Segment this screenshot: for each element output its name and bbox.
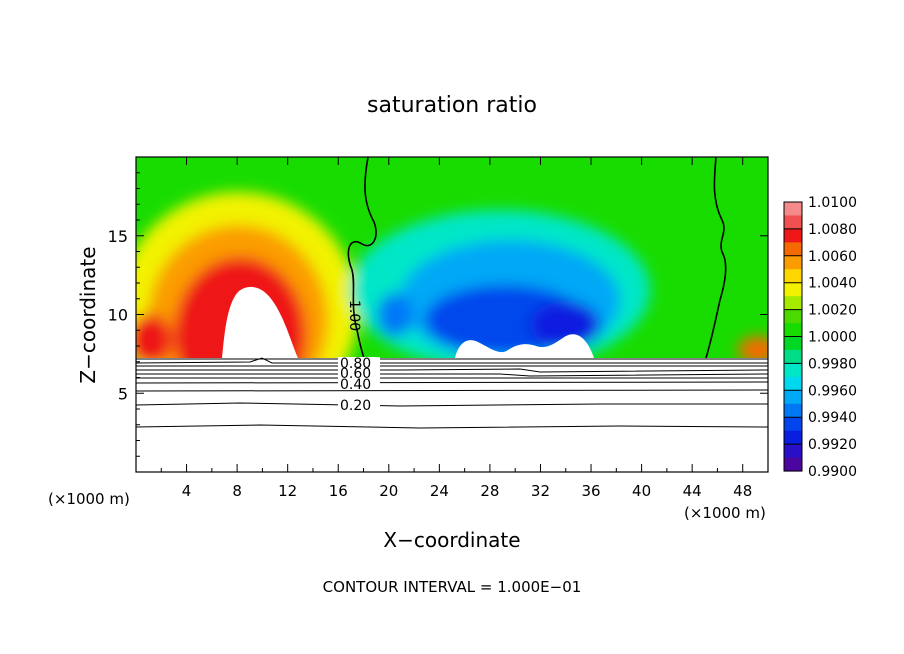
colorbar-swatch [784, 255, 802, 270]
x-tick-label: 16 [329, 482, 348, 500]
y-tick-label: 5 [118, 384, 128, 403]
contour-line [135, 357, 768, 364]
colorbar-tick-label: 0.9960 [808, 383, 857, 399]
lower-contours [135, 357, 769, 429]
contour-line [135, 389, 769, 392]
colorbar-swatch [784, 349, 802, 364]
x-tick-label: 12 [278, 482, 297, 500]
colorbar-tick-label: 1.0000 [808, 330, 857, 346]
colorbar: 1.0100 1.0080 1.0060 1.0040 1.0020 1.0000 0.99… [783, 195, 857, 480]
y-axis: 5 10 15 [108, 172, 768, 457]
y-tick-label: 15 [108, 227, 128, 246]
chart-title: saturation ratio [367, 93, 537, 118]
colorbar-swatch [784, 323, 802, 338]
x-axis-label: X−coordinate [383, 528, 520, 552]
colorbar-swatch [784, 417, 802, 432]
colorbar-swatch [784, 242, 802, 257]
x-tick-label: 40 [632, 482, 651, 500]
colorbar-swatch [784, 390, 802, 405]
contour-label-bg [338, 368, 380, 379]
x-tick-label: 36 [581, 482, 600, 500]
x-unit-left: (×1000 m) [48, 490, 130, 508]
x-tick-label: 48 [733, 482, 752, 500]
contour-line-1.00-right [705, 156, 727, 359]
colorbar-swatch [784, 376, 802, 391]
x-unit-right: (×1000 m) [684, 504, 766, 522]
colorbar-tick-label: 1.0040 [808, 276, 857, 292]
x-tick-label: 44 [683, 482, 702, 500]
saturated-region [222, 286, 298, 358]
colorbar-tick-label: 0.9920 [808, 437, 857, 453]
field-red-left [136, 314, 172, 358]
x-axis: 4 8 12 16 20 24 28 32 36 40 44 48 [160, 157, 752, 500]
colorbar-tick-label: 1.0100 [808, 195, 857, 211]
contour-label: 0.20 [340, 398, 371, 414]
colorbar-tick-label: 0.9940 [808, 410, 857, 426]
contour-label: 0.40 [340, 377, 371, 393]
colorbar-swatch [784, 228, 802, 243]
colorbar-tick-label: 1.0080 [808, 222, 857, 238]
colorbar-swatch [784, 282, 802, 297]
x-tick-label: 4 [182, 482, 192, 500]
colorbar-swatch [784, 202, 802, 217]
colorbar-swatch [784, 457, 802, 472]
colorbar-swatch [784, 363, 802, 378]
colorbar-swatch [784, 309, 802, 324]
contour-line [135, 402, 768, 407]
contour-line [136, 368, 769, 373]
field-blue-region-2 [530, 301, 600, 349]
colorbar-tick-label: 0.9900 [808, 464, 857, 480]
colorbar-swatch [784, 296, 802, 311]
contour-label: 1.00 [346, 300, 362, 331]
contour-label-bg [338, 357, 380, 369]
colorbar-tick-label: 1.0060 [808, 249, 857, 265]
x-tick-label: 28 [480, 482, 499, 500]
x-tick-label: 8 [232, 482, 242, 500]
colorbar-swatch [784, 269, 802, 284]
contour-line [135, 381, 769, 384]
y-tick-label: 10 [108, 306, 128, 325]
field-red-right [738, 336, 768, 358]
colorbar-swatch [784, 403, 802, 418]
contour-line-1.00-left [347, 156, 377, 359]
colorbar-swatch [784, 430, 802, 445]
contour-line [135, 424, 769, 429]
x-tick-label: 20 [379, 482, 398, 500]
colorbar-tick-label: 0.9980 [808, 356, 857, 372]
saturated-region-right [455, 334, 594, 358]
colorbar-swatch [784, 336, 802, 351]
x-tick-label: 32 [531, 482, 550, 500]
contour-label-bg [338, 397, 380, 411]
colorbar-tick-label: 1.0020 [808, 303, 857, 319]
contour-label-bg [338, 378, 380, 390]
y-axis-label: Z−coordinate [76, 246, 100, 383]
colorbar-swatch [784, 215, 802, 230]
colorbar-swatch [784, 444, 802, 459]
contour-interval-note: CONTOUR INTERVAL = 1.000E−01 [323, 578, 582, 596]
field-blue-left [377, 293, 413, 337]
heatmap-field [136, 157, 768, 358]
x-tick-label: 24 [430, 482, 449, 500]
contour-line [136, 373, 769, 377]
